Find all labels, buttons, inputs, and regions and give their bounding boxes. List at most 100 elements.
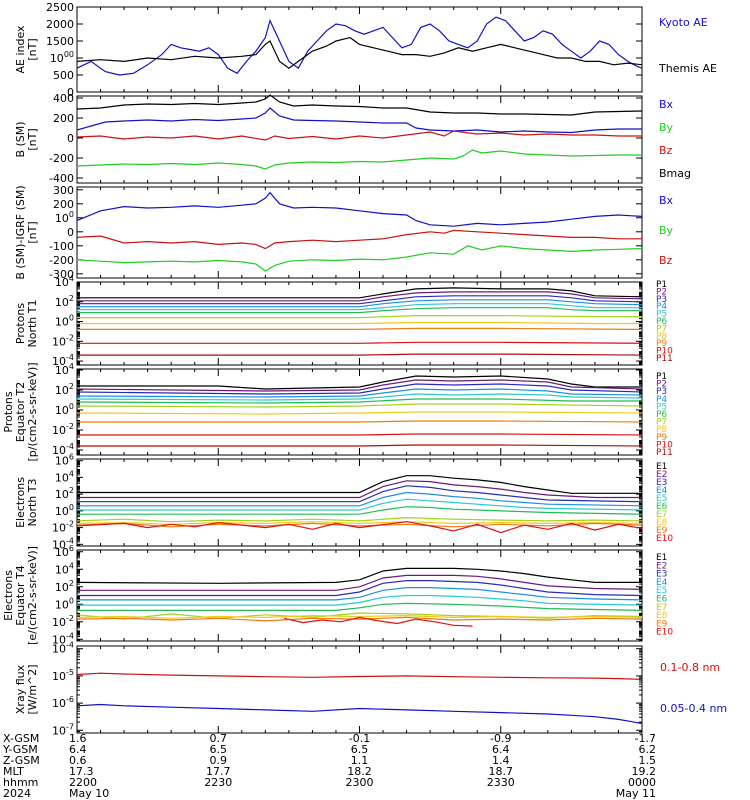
legend-label: P1: [656, 372, 667, 382]
y-tick-label: 10-4: [52, 631, 74, 646]
y-axis-label: ElectronsEquator T4[e/(cm2-s-sr-keV)]: [2, 546, 39, 645]
legend-label: P4: [656, 302, 667, 312]
legend-label: E7: [656, 603, 667, 613]
y-tick-label: 106: [55, 544, 74, 559]
panel-7: 10-4 10-2 100 102 104 106 ElectronsEquator T4[…: [2, 544, 673, 647]
series-line-E4: [77, 491, 643, 507]
legend-label: Bmag: [659, 167, 691, 180]
footer-value: 1.5: [639, 754, 657, 767]
y-tick-label: 100: [55, 503, 74, 518]
series-line-P3: [76, 383, 643, 395]
y-tick-label: 100: [55, 314, 74, 329]
series-line-E3: [77, 579, 643, 597]
y-tick-label: 102: [55, 294, 74, 309]
y-tick-label: 102: [55, 382, 74, 397]
series-line-P5: [77, 303, 642, 311]
y-tick-label: 200: [53, 198, 74, 211]
footer: X-GSMY-GSMZ-GSMMLThhmm20241.66.40.617.32…: [2, 732, 656, 800]
legend-label: Bx: [659, 98, 674, 111]
legend-label: E6: [656, 502, 668, 512]
panel-2: -400 -200 0 200 400 B (SM)[nT] Bx By Bz Bmag: [14, 92, 691, 185]
y-tick-label: 400: [53, 92, 74, 105]
series-line-Bz: [76, 130, 642, 141]
footer-value: May 11: [616, 787, 656, 800]
y-tick-label: -300: [49, 268, 74, 281]
series-line-E1: [77, 475, 642, 494]
legend-label: E4: [656, 486, 668, 496]
footer-row-label: X-GSM: [3, 732, 39, 745]
y-tick-label: 10-5: [52, 668, 74, 683]
y-axis-label: ElectronsNorth T3: [14, 477, 39, 528]
legend-label: By: [659, 224, 674, 237]
y-tick-label: 104: [55, 561, 74, 576]
y-tick-label: -100: [49, 240, 74, 253]
legend-label: E1: [656, 462, 667, 472]
legend-label: E10: [656, 534, 673, 544]
footer-value: -0.1: [349, 732, 370, 745]
legend-label: P7: [656, 418, 667, 428]
footer-value: 1.4: [492, 754, 510, 767]
series-line-By: [76, 245, 643, 272]
footer-value: 0000: [628, 776, 656, 789]
footer-value: 19.2: [632, 765, 657, 778]
series-line-E7: [76, 516, 643, 523]
footer-value: 0.9: [210, 754, 228, 767]
series-line-0-05-0-4-nm: [76, 703, 643, 725]
legend-label: P8: [656, 425, 667, 435]
y-tick-label: 104: [55, 362, 74, 377]
y-tick-label: 10-4: [52, 442, 74, 457]
footer-value: 18.2: [347, 765, 372, 778]
series-line-E9: [76, 522, 643, 528]
series-line-P11: [77, 353, 643, 356]
y-tick-label: 10-2: [52, 333, 74, 348]
legend-label: P8: [656, 332, 667, 342]
series-line-Kyoto-AE: [76, 16, 643, 76]
y-tick-label: 10-2: [52, 520, 74, 535]
series-line-E6: [77, 506, 643, 515]
y-axis-label: B (SM)[nT]: [14, 121, 39, 157]
y-tick-label: 10-2: [52, 614, 74, 629]
y-axis-label: ProtonsNorth T1: [14, 300, 39, 348]
panel-frame: [76, 458, 643, 547]
legend-label: Bx: [659, 194, 674, 207]
y-tick-label: 500: [53, 69, 74, 82]
legend-label: E2: [656, 561, 667, 571]
footer-row-label: Y-GSM: [2, 743, 38, 756]
legend-label: P6: [656, 410, 667, 420]
y-tick-label: 10-6: [52, 695, 74, 710]
footer-value: 18.7: [489, 765, 514, 778]
footer-value: -1.7: [635, 732, 656, 745]
series-line-P3: [77, 295, 643, 305]
y-tick-label: 10-4: [52, 536, 74, 551]
series-line-E5: [77, 594, 643, 606]
y-axis-label: B (SM)-IGRF (SM)[nT]: [14, 185, 39, 279]
series-line-P7: [76, 403, 643, 408]
series-line-E8: [76, 614, 643, 619]
legend-label: E8: [656, 518, 668, 528]
series-line-E10: [76, 521, 643, 534]
legend-label: P9: [656, 433, 667, 443]
legend-label: P10: [656, 347, 673, 357]
legend-label: E9: [656, 619, 668, 629]
panel-frame: [76, 186, 643, 279]
series-line-P7: [77, 315, 642, 319]
y-tick-label: 10-4: [52, 353, 74, 368]
footer-value: 2200: [69, 776, 97, 789]
series-line-0-1-0-8-nm: [76, 672, 643, 680]
series-line-E2: [77, 480, 642, 499]
legend-label: P7: [656, 324, 667, 334]
series-line-P11: [77, 444, 643, 447]
footer-row-label: hhmm: [3, 776, 38, 789]
footer-row-label: Z-GSM: [3, 754, 40, 767]
legend-label: P2: [656, 380, 667, 390]
series-line-P4: [77, 299, 643, 308]
footer-value: 1.6: [69, 732, 87, 745]
legend-label: P11: [656, 448, 673, 458]
legend-label: E1: [656, 553, 667, 563]
legend-label: By: [659, 121, 674, 134]
legend-label: Bz: [659, 254, 673, 267]
footer-value: 6.5: [210, 743, 228, 756]
panel-frame: [76, 95, 643, 184]
